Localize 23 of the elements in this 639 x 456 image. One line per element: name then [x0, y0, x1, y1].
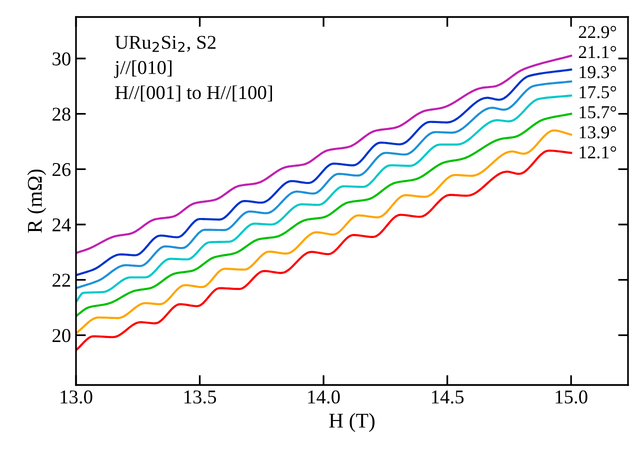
series-label: 19.3° — [580, 66, 616, 78]
y-tick-label: 22 — [52, 274, 70, 287]
series-label: 13.9° — [580, 126, 616, 138]
x-tick-label: 13.0 — [60, 390, 92, 404]
x-tick-label: 13.5 — [184, 390, 216, 404]
annotation: j//[010] — [114, 60, 172, 78]
series-label: 15.7° — [580, 106, 616, 118]
series-label: 22.9° — [578, 26, 616, 38]
x-axis-title: H (T) — [329, 413, 375, 432]
annotation: URu$_{2}$Si$_{2}$, S2 — [115, 36, 216, 52]
y-tick-label: 28 — [52, 108, 70, 121]
annotation: H//[001] to H//[100] — [115, 85, 272, 102]
y-tick-label: 24 — [52, 218, 71, 232]
x-tick-label: 14.0 — [308, 390, 340, 404]
y-tick-label: 30 — [52, 52, 70, 66]
series-label: 12.1° — [580, 146, 616, 158]
y-tick-label: 20 — [52, 329, 70, 342]
y-tick-label: 26 — [52, 163, 71, 176]
series-label: 17.5° — [580, 86, 616, 98]
series-label: 21.1° — [578, 46, 616, 58]
x-tick-label: 15.0 — [556, 390, 588, 404]
y-axis-title: R (mΩ) — [27, 170, 46, 233]
x-tick-label: 14.5 — [432, 390, 464, 404]
